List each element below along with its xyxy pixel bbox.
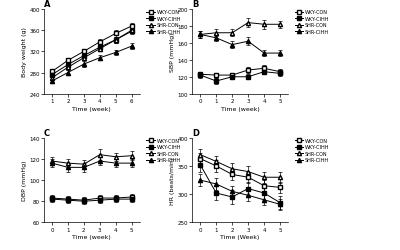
Y-axis label: DBP (mmHg): DBP (mmHg) [22, 160, 26, 200]
X-axis label: Time (week): Time (week) [72, 106, 111, 111]
Text: A: A [44, 0, 50, 9]
Legend: WKY-CON, WKY-CIHH, SHR-CON, SHR-CIHH: WKY-CON, WKY-CIHH, SHR-CON, SHR-CIHH [144, 8, 183, 36]
X-axis label: Time (week): Time (week) [72, 234, 111, 240]
Legend: WKY-CON, WKY-CIHH, SHR-CON, SHR-CIHH: WKY-CON, WKY-CIHH, SHR-CON, SHR-CIHH [293, 8, 331, 36]
X-axis label: Time (week): Time (week) [221, 106, 260, 111]
X-axis label: Time (Week): Time (Week) [220, 234, 260, 240]
Legend: WKY-CON, WKY-CIHH, SHR-CON, SHR-CIHH: WKY-CON, WKY-CIHH, SHR-CON, SHR-CIHH [293, 136, 331, 165]
Text: C: C [44, 128, 50, 138]
Y-axis label: HR (beats/min): HR (beats/min) [170, 157, 175, 204]
Text: B: B [192, 0, 199, 9]
Legend: WKY-CON, WKY-CIHH, SHR-CON, SHR-CIHH: WKY-CON, WKY-CIHH, SHR-CON, SHR-CIHH [144, 136, 183, 165]
Y-axis label: SBP (mmHg): SBP (mmHg) [170, 32, 175, 72]
Y-axis label: Body weight (g): Body weight (g) [22, 27, 26, 77]
Text: D: D [192, 128, 199, 138]
